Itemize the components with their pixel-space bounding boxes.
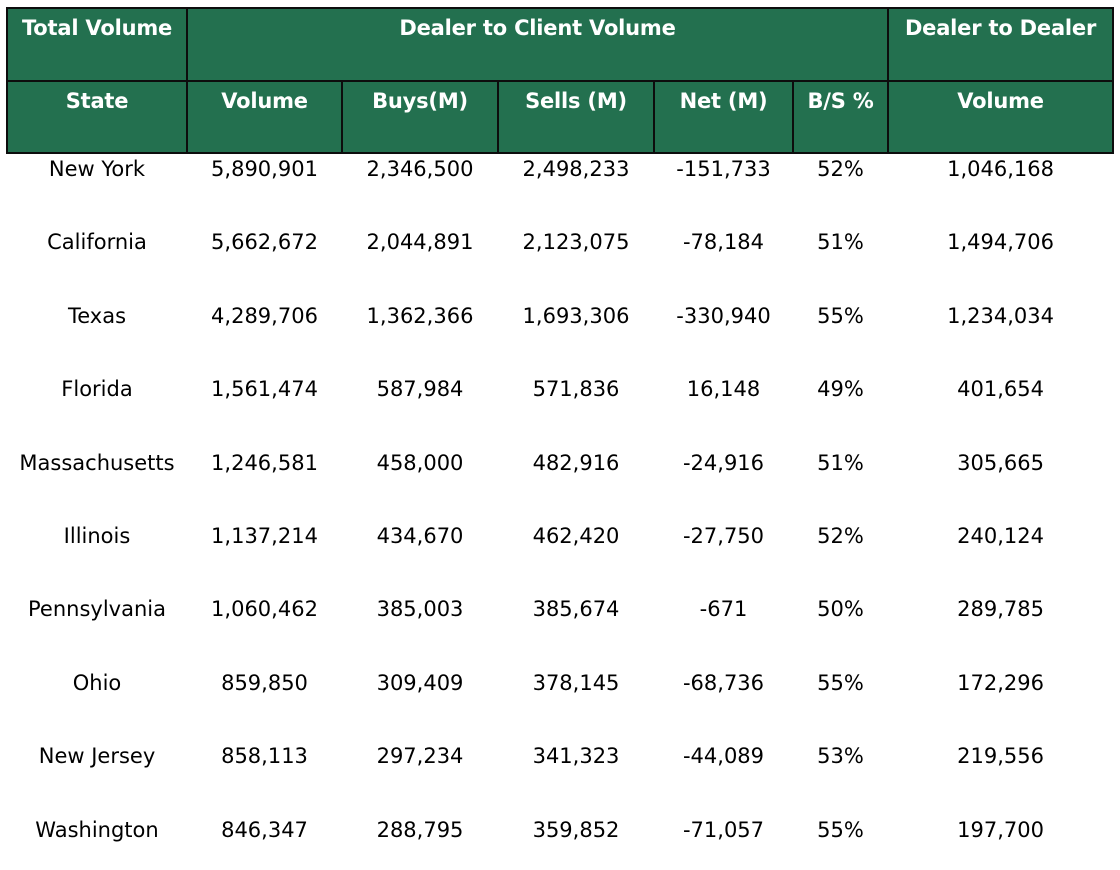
- cell-bs-percent: 55%: [817, 303, 864, 328]
- table-row: Illinois 1,137,214 434,670 462,420 -27,7…: [7, 521, 1113, 594]
- cell-net: -78,184: [682, 230, 765, 255]
- header-dealer-to-client: Dealer to Client Volume: [185, 7, 890, 82]
- cell-dealer-volume: 1,494,706: [947, 230, 1054, 255]
- header-dealer-to-dealer: Dealer to Dealer: [887, 7, 1115, 82]
- header-column-row: State Volume Buys(M) Sells (M) Net (M) B…: [6, 80, 1115, 154]
- page: Total Volume Dealer to Client Volume Dea…: [6, 7, 1115, 842]
- table-row: Ohio 859,850 309,409 378,145 -68,736 55%…: [7, 668, 1113, 741]
- cell-buys: 297,234: [376, 744, 464, 769]
- cell-sells: 2,123,075: [522, 230, 630, 255]
- cell-net: -68,736: [682, 670, 765, 695]
- cell-volume: 858,113: [221, 744, 308, 769]
- cell-buys: 434,670: [376, 523, 464, 548]
- cell-sells: 571,836: [532, 377, 620, 402]
- table-row: New York 5,890,901 2,346,500 2,498,233 -…: [7, 153, 1113, 227]
- cell-bs-percent: 52%: [817, 157, 864, 181]
- cell-bs-percent: 49%: [817, 377, 864, 402]
- cell-bs-percent: 52%: [817, 523, 864, 548]
- cell-buys: 587,984: [376, 377, 464, 402]
- cell-state: Texas: [67, 303, 127, 328]
- column-header-bs-percent: B/S %: [791, 80, 890, 154]
- cell-buys: 1,362,366: [366, 303, 474, 328]
- cell-net: -71,057: [682, 817, 765, 842]
- table-row: Texas 4,289,706 1,362,366 1,693,306 -330…: [7, 301, 1113, 374]
- cell-buys: 2,044,891: [366, 230, 474, 255]
- header-total-volume: Total Volume: [6, 7, 188, 82]
- cell-dealer-volume: 197,700: [957, 817, 1044, 842]
- cell-dealer-volume: 172,296: [957, 670, 1044, 695]
- cell-bs-percent: 55%: [817, 670, 864, 695]
- cell-bs-percent: 53%: [817, 744, 864, 769]
- column-header-buys: Buys(M): [341, 80, 499, 154]
- column-header-sells: Sells (M): [497, 80, 655, 154]
- cell-net: -44,089: [682, 744, 765, 769]
- cell-dealer-volume: 1,046,168: [947, 157, 1054, 181]
- cell-sells: 2,498,233: [522, 157, 630, 181]
- cell-net: -24,916: [682, 450, 765, 475]
- cell-state: New York: [48, 157, 146, 181]
- cell-bs-percent: 51%: [817, 230, 864, 255]
- cell-bs-percent: 50%: [817, 597, 864, 622]
- table-body: New York 5,890,901 2,346,500 2,498,233 -…: [7, 153, 1113, 870]
- column-header-state: State: [6, 80, 188, 154]
- cell-volume: 5,662,672: [211, 230, 318, 255]
- cell-state: Illinois: [63, 523, 131, 548]
- cell-dealer-volume: 401,654: [957, 377, 1044, 402]
- cell-sells: 482,916: [532, 450, 620, 475]
- cell-state: California: [47, 230, 147, 255]
- cell-net: 16,148: [686, 377, 761, 402]
- table-header: Total Volume Dealer to Client Volume Dea…: [6, 7, 1115, 154]
- table-row: Massachusetts 1,246,581 458,000 482,916 …: [7, 448, 1113, 521]
- cell-volume: 1,246,581: [211, 450, 318, 475]
- cell-volume: 5,890,901: [211, 157, 318, 181]
- cell-volume: 846,347: [221, 817, 308, 842]
- cell-buys: 385,003: [376, 597, 464, 622]
- column-header-net: Net (M): [653, 80, 794, 154]
- cell-net: -671: [699, 597, 748, 622]
- cell-state: Massachusetts: [19, 450, 175, 475]
- column-header-volume: Volume: [186, 80, 343, 154]
- cell-sells: 341,323: [532, 744, 620, 769]
- cell-dealer-volume: 305,665: [957, 450, 1044, 475]
- cell-net: -151,733: [676, 157, 771, 181]
- header-group-row: Total Volume Dealer to Client Volume Dea…: [6, 7, 1115, 82]
- cell-buys: 458,000: [376, 450, 464, 475]
- cell-volume: 4,289,706: [211, 303, 318, 328]
- cell-volume: 1,137,214: [211, 523, 318, 548]
- cell-net: -27,750: [682, 523, 765, 548]
- volume-table: Total Volume Dealer to Client Volume Dea…: [6, 7, 1115, 870]
- cell-state: Florida: [61, 377, 133, 402]
- cell-dealer-volume: 219,556: [957, 744, 1044, 769]
- cell-bs-percent: 51%: [817, 450, 864, 475]
- cell-dealer-volume: 1,234,034: [947, 303, 1054, 328]
- cell-volume: 1,060,462: [211, 597, 318, 622]
- cell-sells: 1,693,306: [522, 303, 630, 328]
- cell-sells: 462,420: [532, 523, 620, 548]
- cell-bs-percent: 55%: [817, 817, 864, 842]
- cell-volume: 859,850: [221, 670, 308, 695]
- column-header-dealer-volume: Volume: [887, 80, 1115, 154]
- cell-dealer-volume: 240,124: [957, 523, 1044, 548]
- cell-state: Ohio: [72, 670, 122, 695]
- table-row: California 5,662,672 2,044,891 2,123,075…: [7, 227, 1113, 300]
- cell-dealer-volume: 289,785: [957, 597, 1044, 622]
- cell-sells: 359,852: [532, 817, 620, 842]
- cell-net: -330,940: [676, 303, 771, 328]
- cell-sells: 378,145: [532, 670, 620, 695]
- table-row: New Jersey 858,113 297,234 341,323 -44,0…: [7, 741, 1113, 814]
- cell-buys: 288,795: [376, 817, 464, 842]
- cell-state: Pennsylvania: [28, 597, 166, 622]
- cell-volume: 1,561,474: [211, 377, 318, 402]
- cell-state: Washington: [35, 817, 159, 842]
- cell-sells: 385,674: [532, 597, 620, 622]
- cell-buys: 2,346,500: [366, 157, 474, 181]
- table-row: Pennsylvania 1,060,462 385,003 385,674 -…: [7, 594, 1113, 667]
- table-row: Florida 1,561,474 587,984 571,836 16,148…: [7, 374, 1113, 447]
- table-row: Washington 846,347 288,795 359,852 -71,0…: [7, 815, 1113, 870]
- cell-state: New Jersey: [38, 744, 156, 769]
- cell-buys: 309,409: [376, 670, 464, 695]
